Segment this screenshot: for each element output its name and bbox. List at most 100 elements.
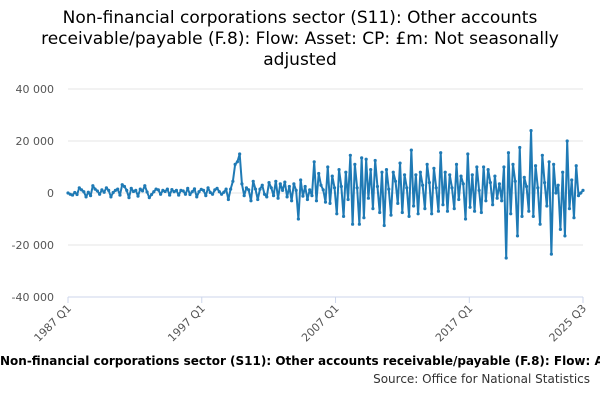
data-point[interactable] [524, 184, 529, 189]
data-point[interactable] [576, 194, 581, 198]
data-point[interactable] [296, 217, 300, 221]
data-point[interactable] [314, 199, 319, 203]
data-point[interactable] [163, 189, 167, 194]
data-point[interactable] [244, 186, 249, 190]
data-point[interactable] [168, 193, 172, 197]
data-point[interactable] [364, 157, 368, 161]
data-point[interactable] [88, 194, 93, 198]
data-point[interactable] [407, 214, 411, 218]
data-point[interactable] [192, 187, 197, 191]
data-point[interactable] [145, 190, 149, 194]
data-point[interactable] [565, 139, 569, 143]
data-point[interactable] [222, 190, 226, 194]
data-point[interactable] [470, 173, 474, 177]
data-point[interactable] [454, 162, 459, 166]
data-point[interactable] [262, 192, 267, 196]
data-point[interactable] [463, 217, 468, 221]
data-point[interactable] [335, 212, 339, 216]
data-point[interactable] [355, 186, 359, 190]
data-point[interactable] [267, 181, 271, 185]
data-point[interactable] [353, 162, 357, 166]
data-point[interactable] [125, 188, 129, 192]
data-point[interactable] [495, 196, 499, 200]
data-point[interactable] [253, 187, 258, 191]
data-point[interactable] [147, 196, 151, 200]
data-point[interactable] [226, 197, 230, 202]
data-point[interactable] [425, 162, 429, 166]
data-point[interactable] [127, 196, 131, 200]
data-point[interactable] [242, 194, 246, 198]
data-point[interactable] [159, 192, 163, 196]
data-point[interactable] [430, 212, 434, 216]
data-point[interactable] [375, 184, 380, 189]
data-point[interactable] [136, 194, 140, 198]
data-point[interactable] [140, 189, 145, 193]
data-point[interactable] [102, 190, 106, 194]
data-point[interactable] [181, 189, 185, 193]
data-point[interactable] [563, 234, 567, 238]
data-point[interactable] [416, 212, 420, 216]
data-point[interactable] [260, 183, 264, 187]
data-point[interactable] [545, 204, 549, 208]
data-point[interactable] [411, 204, 416, 208]
data-point[interactable] [389, 213, 393, 217]
data-point[interactable] [265, 195, 269, 199]
data-point[interactable] [129, 186, 133, 190]
data-point[interactable] [240, 182, 244, 186]
data-point[interactable] [393, 179, 398, 183]
data-point[interactable] [206, 186, 210, 190]
data-point[interactable] [84, 195, 88, 199]
data-point[interactable] [326, 165, 330, 169]
data-point[interactable] [274, 179, 278, 183]
data-point[interactable] [79, 188, 84, 192]
data-point[interactable] [439, 151, 443, 155]
data-point[interactable] [111, 190, 115, 195]
data-point[interactable] [500, 199, 504, 203]
data-point[interactable] [502, 165, 506, 169]
data-point[interactable] [466, 152, 470, 156]
data-point[interactable] [197, 190, 201, 194]
data-point[interactable] [251, 179, 255, 183]
data-point[interactable] [567, 207, 572, 211]
data-point[interactable] [421, 183, 425, 187]
data-point[interactable] [86, 190, 90, 194]
data-point[interactable] [73, 190, 77, 195]
data-point[interactable] [195, 195, 199, 199]
data-point[interactable] [299, 178, 303, 182]
data-point[interactable] [556, 183, 560, 187]
data-point[interactable] [308, 188, 312, 192]
data-point[interactable] [201, 188, 206, 192]
data-point[interactable] [188, 192, 192, 197]
data-point[interactable] [543, 181, 547, 185]
data-point[interactable] [283, 180, 287, 184]
data-point[interactable] [269, 186, 273, 190]
data-point[interactable] [235, 160, 240, 164]
data-point[interactable] [362, 216, 366, 220]
data-point[interactable] [303, 184, 307, 189]
data-point[interactable] [497, 182, 502, 186]
data-point[interactable] [522, 175, 526, 179]
data-point[interactable] [229, 187, 233, 191]
data-point[interactable] [484, 199, 488, 203]
data-point[interactable] [120, 183, 124, 187]
data-point[interactable] [491, 203, 495, 207]
data-point[interactable] [574, 164, 578, 168]
data-point[interactable] [332, 186, 337, 190]
data-point[interactable] [170, 188, 174, 192]
data-point[interactable] [285, 195, 289, 199]
data-point[interactable] [486, 168, 490, 172]
data-point[interactable] [312, 160, 316, 164]
data-point[interactable] [152, 190, 156, 194]
data-point[interactable] [280, 188, 285, 192]
data-point[interactable] [513, 179, 517, 183]
data-point[interactable] [472, 209, 477, 213]
data-point[interactable] [536, 186, 540, 190]
data-point[interactable] [183, 192, 188, 196]
data-point[interactable] [547, 160, 551, 164]
data-point[interactable] [107, 188, 111, 192]
data-point[interactable] [276, 196, 280, 200]
data-point[interactable] [271, 194, 276, 198]
data-point[interactable] [468, 205, 472, 209]
data-point[interactable] [432, 166, 436, 170]
data-point[interactable] [529, 129, 533, 133]
